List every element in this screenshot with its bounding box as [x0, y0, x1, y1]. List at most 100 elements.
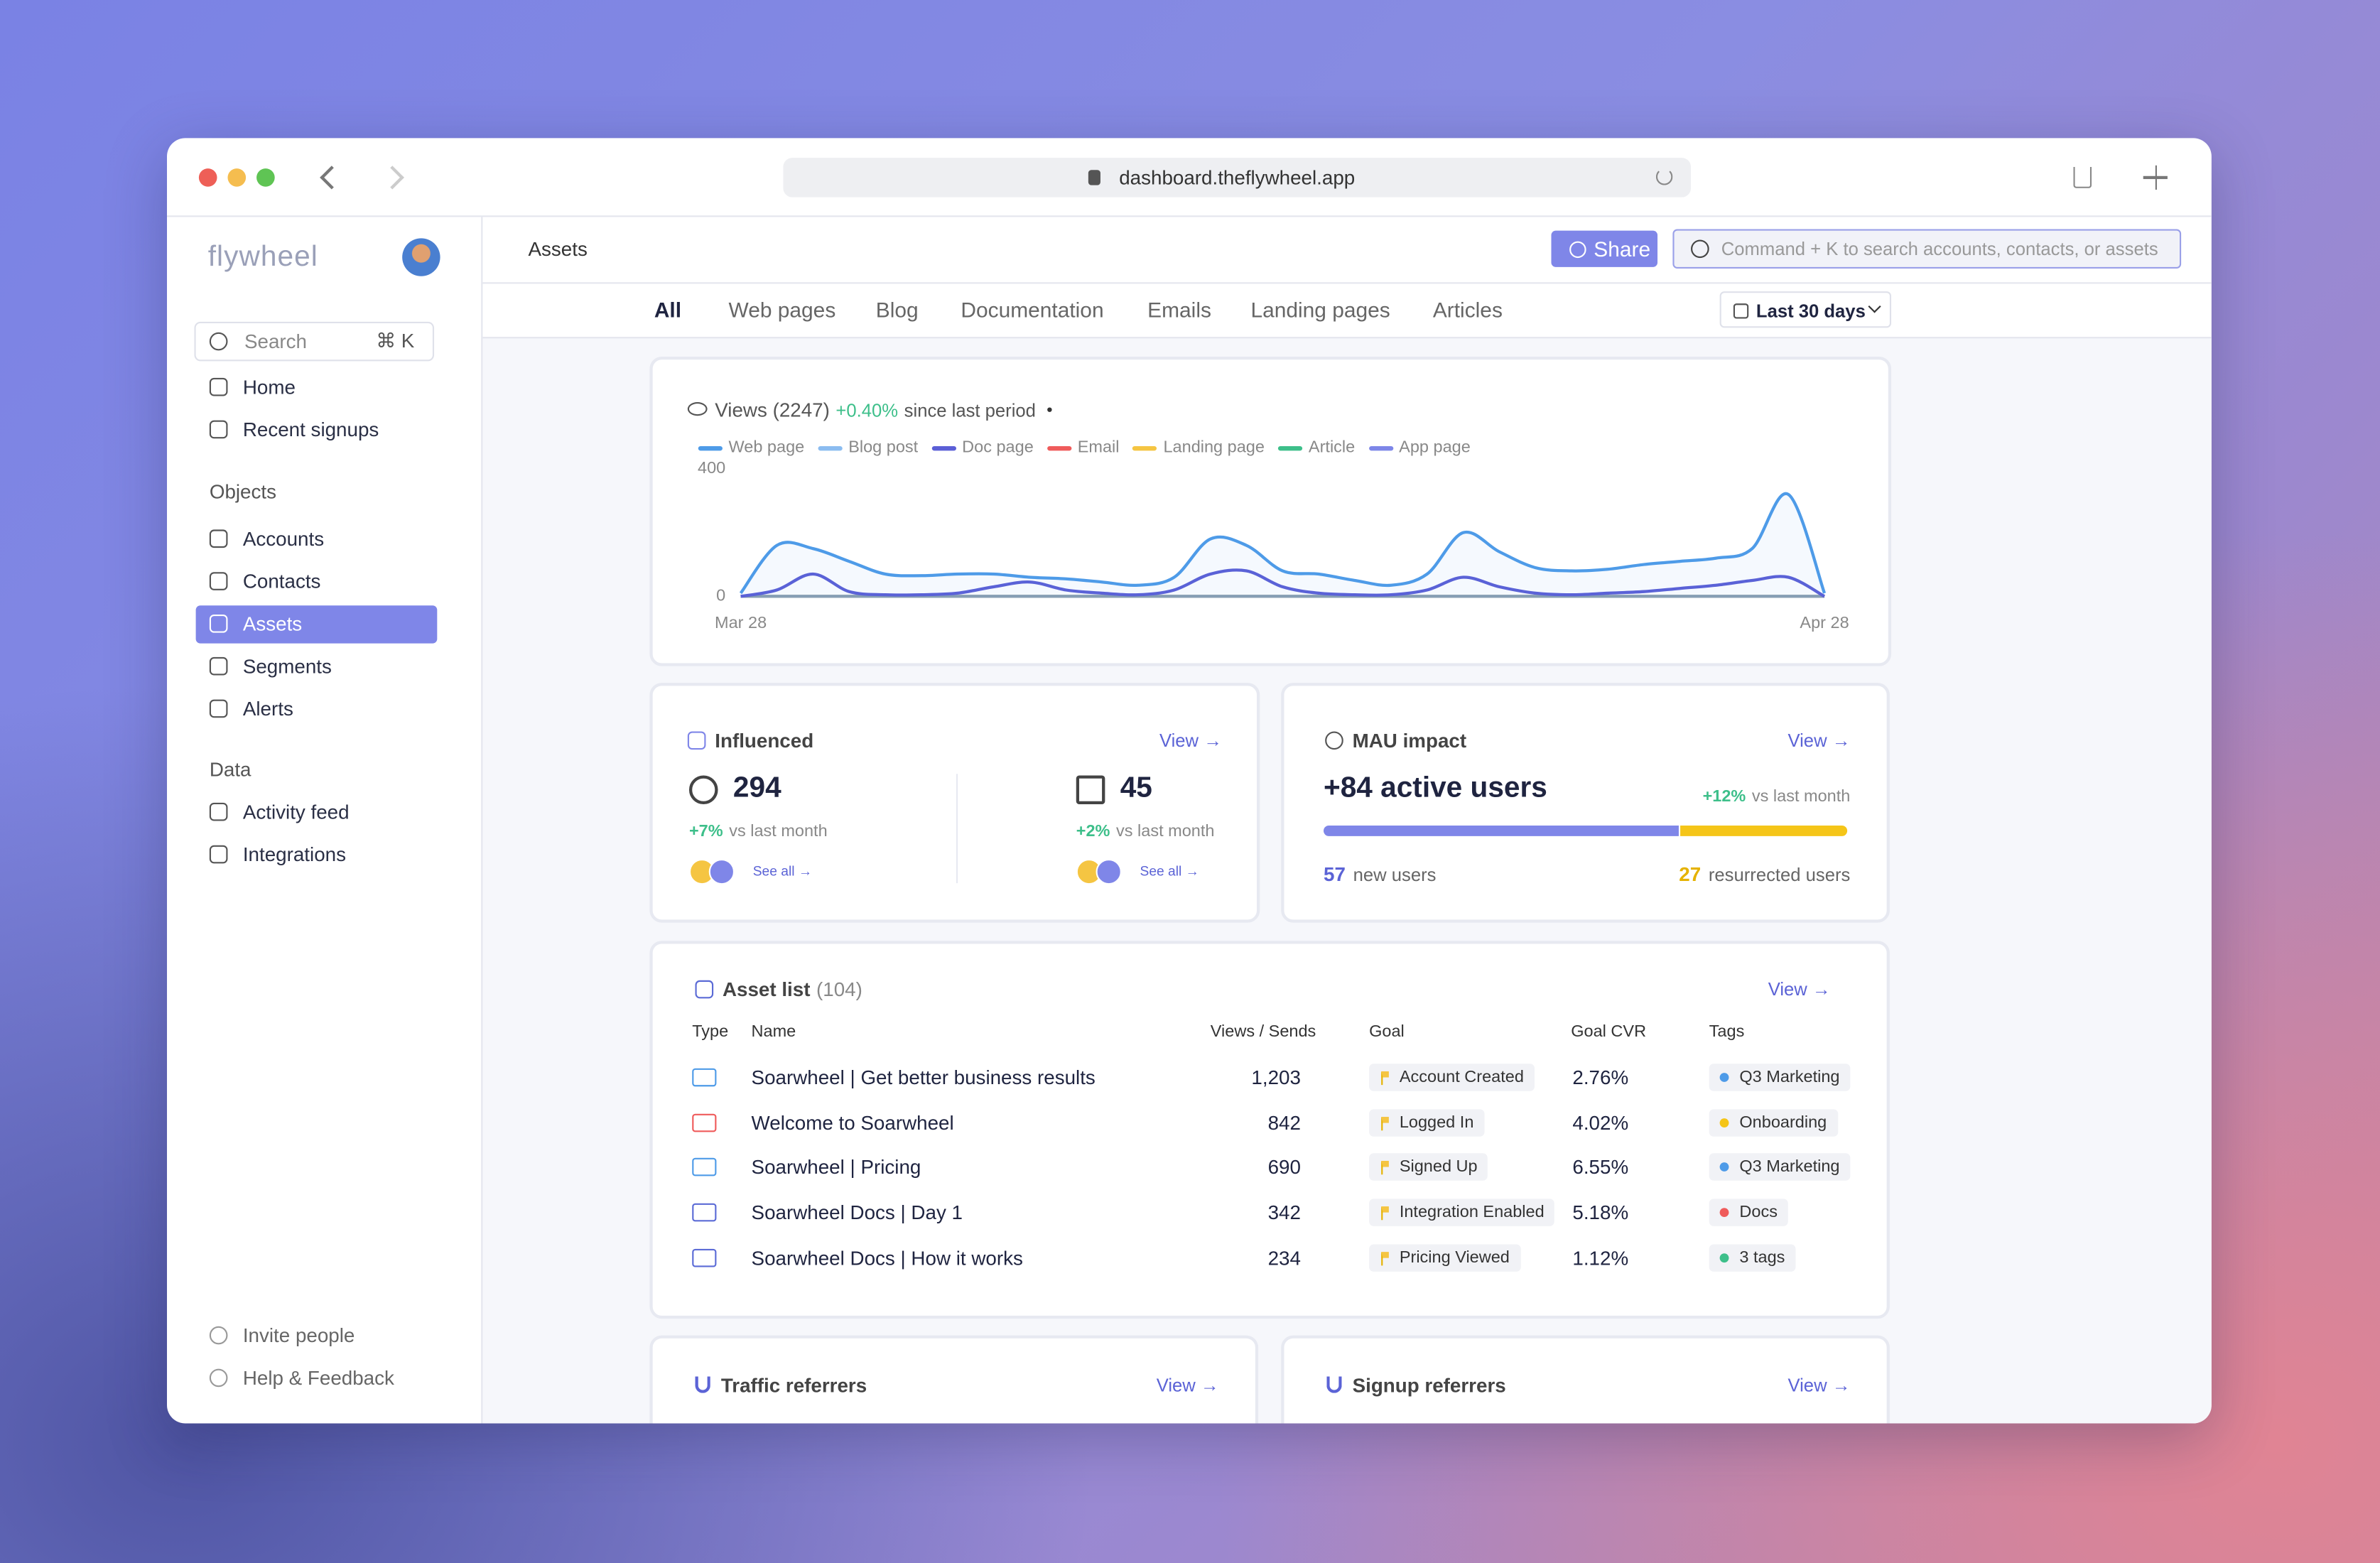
flag-icon: [1381, 1206, 1389, 1221]
asset-name[interactable]: Soarwheel Docs | How it works: [751, 1246, 1023, 1270]
tab[interactable]: Web pages: [728, 297, 836, 322]
asset-name[interactable]: Soarwheel Docs | Day 1: [751, 1201, 963, 1224]
change: +2%: [1076, 822, 1110, 841]
address-bar[interactable]: dashboard.theflywheel.app: [783, 158, 1692, 198]
icon: [209, 615, 228, 633]
y-tick-label: 0: [716, 586, 725, 605]
change: +7%: [688, 822, 723, 841]
views: 342: [1267, 1201, 1301, 1224]
flag-icon: [1381, 1117, 1389, 1131]
asset-name[interactable]: Soarwheel | Get better business results: [751, 1066, 1096, 1089]
search-label: Search: [244, 330, 308, 353]
date-range[interactable]: Last 30 days: [1719, 291, 1892, 328]
legend-swatch: [1047, 445, 1072, 450]
resurrected-users: 27 resurrected users: [1679, 862, 1850, 885]
see-all[interactable]: See all →: [752, 863, 813, 879]
card-title: Influenced: [715, 729, 814, 752]
asset-name[interactable]: Soarwheel | Pricing: [751, 1155, 921, 1179]
window-control[interactable]: [227, 168, 247, 187]
legend-item: Doc page: [931, 438, 1034, 457]
see-all[interactable]: See all →: [1140, 863, 1199, 879]
column-header: Type: [692, 1022, 729, 1042]
nav-item[interactable]: Alerts: [242, 697, 293, 720]
date-label: Last 30 days: [1756, 299, 1866, 321]
sidebar: flywheel Search ⌘ K Home Recent signups Objec…: [167, 217, 483, 1424]
legend-label: Email: [1077, 438, 1120, 457]
window-control[interactable]: [198, 168, 217, 187]
goal-chip: Logged In: [1369, 1109, 1485, 1137]
card-title: Asset list (104): [723, 978, 862, 1001]
views: 234: [1267, 1246, 1301, 1270]
tab[interactable]: Articles: [1432, 297, 1503, 322]
footer-link[interactable]: Help & Feedback: [242, 1366, 394, 1390]
search-field[interactable]: Command + K to search accounts, contacts…: [1672, 229, 2182, 269]
stat-icon: [688, 775, 718, 805]
goal-cvr: 1.12%: [1572, 1246, 1629, 1270]
nav-item[interactable]: Assets: [242, 612, 303, 635]
tab[interactable]: All: [654, 297, 682, 322]
mau-card: MAU impact View → +84 active users +12% vs l…: [1281, 683, 1890, 923]
change-note: vs last month: [1116, 822, 1215, 841]
nav-item[interactable]: Recent signups: [242, 418, 379, 441]
chevron: [1868, 300, 1881, 313]
line: [740, 568, 1826, 598]
search-box[interactable]: [194, 321, 435, 362]
value: 57: [1324, 862, 1346, 886]
nav-item[interactable]: Home: [242, 375, 296, 399]
asset-name[interactable]: Welcome to Soarwheel: [751, 1111, 954, 1135]
chart-card: Views (2247) +0.40% since last period Web p…: [649, 356, 1892, 666]
share-button[interactable]: Share: [1551, 230, 1658, 267]
card-title: Traffic referrers: [720, 1374, 867, 1397]
column-header: Views / Sends: [1210, 1022, 1316, 1042]
tag: Q3 Marketing: [1739, 1068, 1840, 1087]
back-button[interactable]: [320, 166, 344, 190]
nav-item[interactable]: Contacts: [242, 570, 321, 593]
bar-segment: [1324, 825, 1679, 836]
card-title: MAU impact: [1352, 729, 1467, 752]
tab[interactable]: Blog: [875, 297, 919, 322]
tab[interactable]: Landing pages: [1250, 297, 1390, 322]
view-link[interactable]: View →: [1768, 978, 1831, 1000]
tag-dot: [1719, 1208, 1729, 1218]
icon: [209, 529, 228, 548]
legend: Web page Blog post Doc page Email Landing pa…: [698, 438, 1471, 457]
chart-change-note: since last period: [904, 399, 1036, 421]
view-link[interactable]: View →: [1787, 730, 1851, 752]
section-heading: Data: [209, 757, 251, 781]
share-icon[interactable]: [2073, 166, 2092, 188]
referrer-card: Signup referrers View →: [1281, 1335, 1890, 1424]
flag-icon: [1381, 1160, 1389, 1175]
goal-cvr: 6.55%: [1572, 1155, 1629, 1179]
legend-swatch: [1132, 445, 1157, 450]
view-link[interactable]: View →: [1787, 1375, 1851, 1397]
type-icon: [692, 1068, 717, 1087]
avatar: [1096, 858, 1122, 885]
tab[interactable]: Emails: [1147, 297, 1211, 322]
value: 27: [1679, 862, 1702, 886]
window-control[interactable]: [256, 168, 275, 187]
tag-chip: Q3 Marketing: [1709, 1064, 1851, 1091]
nav-item[interactable]: Integrations: [242, 843, 346, 866]
nav-item[interactable]: Accounts: [242, 527, 325, 551]
calendar-icon: [1733, 303, 1749, 319]
footer-link[interactable]: Invite people: [242, 1324, 355, 1347]
tab[interactable]: Documentation: [961, 297, 1104, 322]
nav-item[interactable]: Segments: [242, 654, 332, 678]
asset-card: Asset list (104) View → Type Name Views / Sen…: [649, 941, 1890, 1319]
label: new users: [1353, 864, 1437, 886]
goal-cvr: 5.18%: [1572, 1201, 1629, 1224]
goal: Signed Up: [1399, 1157, 1478, 1177]
influenced-card: Influenced View → 294 +7% vs last month See a…: [649, 683, 1260, 923]
goal-chip: Signed Up: [1369, 1153, 1488, 1181]
view-link[interactable]: View →: [1159, 730, 1222, 752]
toolbar: dashboard.theflywheel.app: [167, 138, 2212, 217]
legend-swatch: [931, 445, 956, 450]
tag: 3 tags: [1739, 1248, 1785, 1267]
icon: [209, 656, 228, 676]
legend-item: Web page: [698, 438, 804, 457]
avatar[interactable]: [402, 238, 440, 276]
forward-button[interactable]: [380, 166, 404, 190]
nav-item[interactable]: Activity feed: [242, 800, 350, 823]
view-link[interactable]: View →: [1156, 1375, 1219, 1397]
